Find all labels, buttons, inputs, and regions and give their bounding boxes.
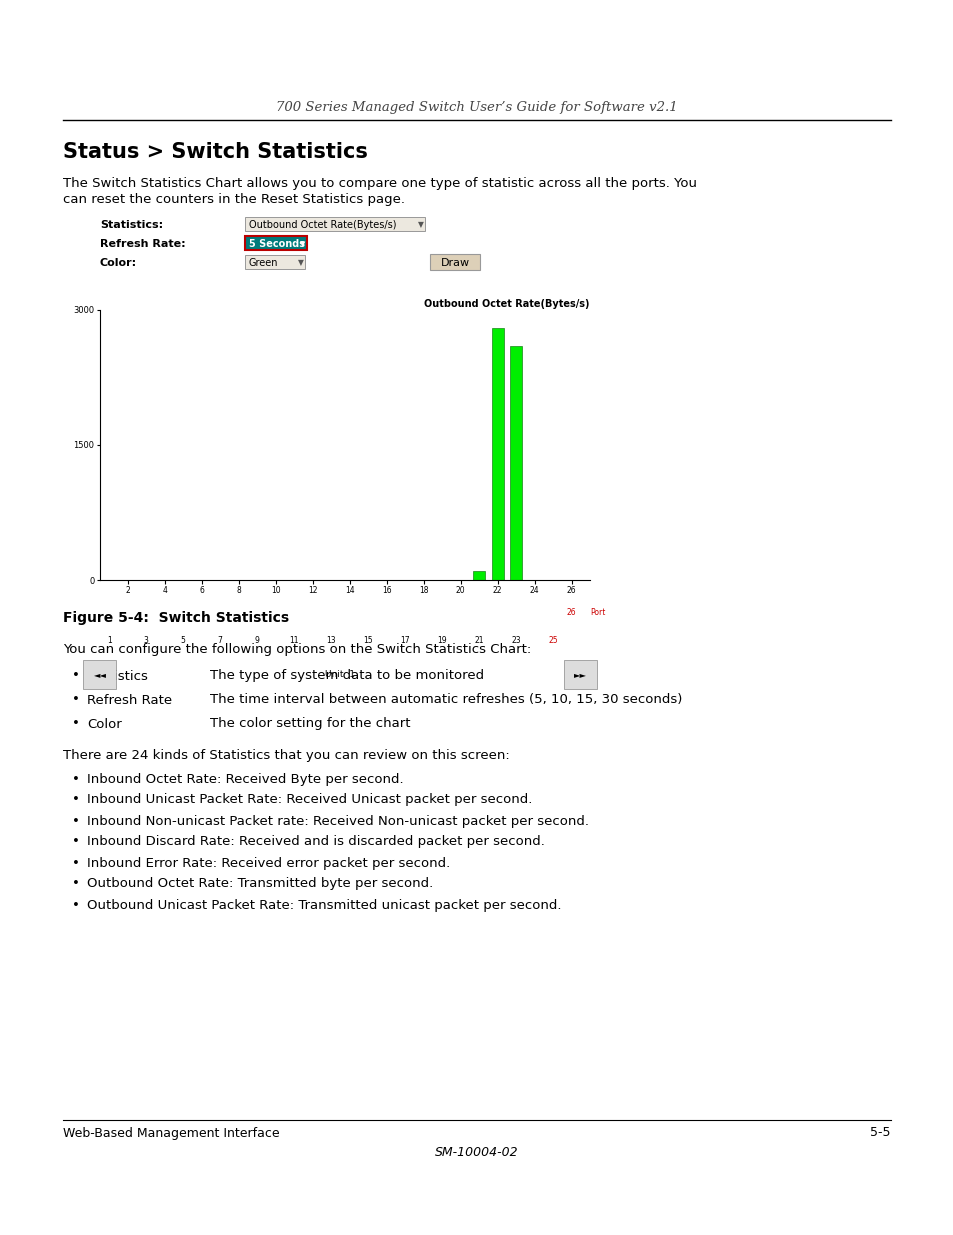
Text: SM-10004-02: SM-10004-02 xyxy=(435,1146,518,1158)
Text: Outbound Octet Rate(Bytes/s): Outbound Octet Rate(Bytes/s) xyxy=(249,220,396,230)
Text: ▼: ▼ xyxy=(299,241,305,247)
Text: 7: 7 xyxy=(217,636,222,645)
Text: 3: 3 xyxy=(144,636,149,645)
Text: •: • xyxy=(71,857,80,869)
Text: Inbound Unicast Packet Rate: Received Unicast packet per second.: Inbound Unicast Packet Rate: Received Un… xyxy=(87,794,532,806)
Text: 17: 17 xyxy=(400,636,410,645)
Text: Inbound Error Rate: Received error packet per second.: Inbound Error Rate: Received error packe… xyxy=(87,857,450,869)
Text: Inbound Discard Rate: Received and is discarded packet per second.: Inbound Discard Rate: Received and is di… xyxy=(87,836,544,848)
Text: •: • xyxy=(71,878,80,890)
Text: Green: Green xyxy=(249,258,278,268)
FancyBboxPatch shape xyxy=(430,254,479,270)
Text: The type of system data to be monitored: The type of system data to be monitored xyxy=(210,669,483,683)
Text: Inbound Non-unicast Packet rate: Received Non-unicast packet per second.: Inbound Non-unicast Packet rate: Receive… xyxy=(87,815,588,827)
Text: 5-5: 5-5 xyxy=(869,1126,890,1140)
Text: •: • xyxy=(71,794,80,806)
Text: •: • xyxy=(71,815,80,827)
Text: can reset the counters in the Reset Statistics page.: can reset the counters in the Reset Stat… xyxy=(63,194,405,206)
Text: Statistics:: Statistics: xyxy=(100,220,163,230)
Text: 19: 19 xyxy=(436,636,446,645)
Text: Draw: Draw xyxy=(440,258,469,268)
Text: Color:: Color: xyxy=(100,258,137,268)
Bar xyxy=(510,346,521,580)
Text: 5: 5 xyxy=(180,636,186,645)
Text: Refresh Rate:: Refresh Rate: xyxy=(100,240,186,249)
FancyBboxPatch shape xyxy=(245,254,305,269)
Bar xyxy=(473,571,484,580)
Text: Inbound Octet Rate: Received Byte per second.: Inbound Octet Rate: Received Byte per se… xyxy=(87,773,403,785)
Text: Web-Based Management Interface: Web-Based Management Interface xyxy=(63,1126,279,1140)
Text: The color setting for the chart: The color setting for the chart xyxy=(210,718,410,730)
Text: 21: 21 xyxy=(474,636,483,645)
FancyBboxPatch shape xyxy=(245,217,424,231)
Text: ▼: ▼ xyxy=(297,258,304,268)
Text: •: • xyxy=(71,899,80,911)
Text: ▼: ▼ xyxy=(417,221,423,230)
Text: 15: 15 xyxy=(363,636,373,645)
Text: 25: 25 xyxy=(548,636,558,645)
Text: •: • xyxy=(71,718,80,730)
Text: Statistics: Statistics xyxy=(87,669,148,683)
Text: Outbound Octet Rate: Transmitted byte per second.: Outbound Octet Rate: Transmitted byte pe… xyxy=(87,878,433,890)
Text: Outbound Octet Rate(Bytes/s): Outbound Octet Rate(Bytes/s) xyxy=(424,299,589,309)
Text: 13: 13 xyxy=(326,636,335,645)
FancyBboxPatch shape xyxy=(245,236,307,249)
Text: The time interval between automatic refreshes (5, 10, 15, 30 seconds): The time interval between automatic refr… xyxy=(210,694,681,706)
Text: Unit  1: Unit 1 xyxy=(325,671,355,679)
Text: 11: 11 xyxy=(289,636,298,645)
Text: The Switch Statistics Chart allows you to compare one type of statistic across a: The Switch Statistics Chart allows you t… xyxy=(63,178,697,190)
Text: You can configure the following options on the Switch Statistics Chart:: You can configure the following options … xyxy=(63,643,531,657)
Text: 23: 23 xyxy=(511,636,520,645)
Text: Status > Switch Statistics: Status > Switch Statistics xyxy=(63,142,368,162)
Text: •: • xyxy=(71,669,80,683)
Text: •: • xyxy=(71,773,80,785)
Text: 700 Series Managed Switch User’s Guide for Software v2.1: 700 Series Managed Switch User’s Guide f… xyxy=(276,101,677,115)
Text: Port: Port xyxy=(589,608,605,618)
Text: ►►: ►► xyxy=(574,671,587,679)
Text: 9: 9 xyxy=(254,636,259,645)
Text: Refresh Rate: Refresh Rate xyxy=(87,694,172,706)
Text: Outbound Unicast Packet Rate: Transmitted unicast packet per second.: Outbound Unicast Packet Rate: Transmitte… xyxy=(87,899,561,911)
Text: 5 Seconds: 5 Seconds xyxy=(249,240,305,249)
Text: Figure 5-4:  Switch Statistics: Figure 5-4: Switch Statistics xyxy=(63,611,289,625)
Text: There are 24 kinds of Statistics that you can review on this screen:: There are 24 kinds of Statistics that yo… xyxy=(63,748,509,762)
Text: •: • xyxy=(71,836,80,848)
Text: 1: 1 xyxy=(107,636,112,645)
Text: ◄◄: ◄◄ xyxy=(93,671,107,679)
Text: Color: Color xyxy=(87,718,122,730)
Bar xyxy=(491,329,503,580)
Text: 26: 26 xyxy=(566,608,576,618)
Text: •: • xyxy=(71,694,80,706)
